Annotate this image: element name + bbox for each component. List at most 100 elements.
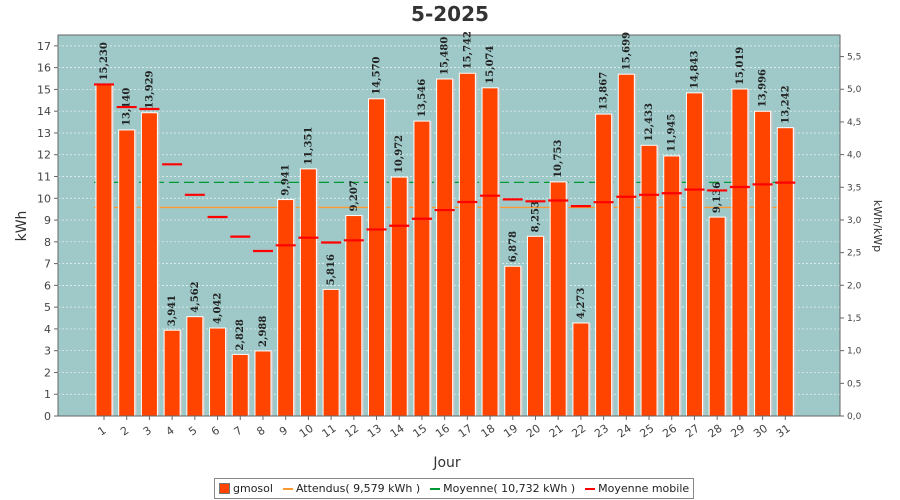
bar-value-label: 13,867 <box>599 72 610 110</box>
x-tick-label: 7 <box>232 424 245 439</box>
bar <box>413 120 431 417</box>
x-tick-label: 30 <box>751 422 770 441</box>
bar <box>277 199 295 417</box>
bar-value-label: 2,988 <box>258 316 269 347</box>
x-tick-label: 17 <box>456 422 475 441</box>
x-tick-label: 14 <box>388 422 407 441</box>
x-tick-label: 21 <box>547 422 566 441</box>
bar-value-label: 3,941 <box>167 295 178 326</box>
y2-tick-label: 5,5 <box>847 53 861 63</box>
bar <box>572 322 590 417</box>
bar <box>231 353 249 417</box>
x-tick-label: 4 <box>164 424 177 439</box>
x-tick-label: 25 <box>638 422 657 441</box>
bar-value-label: 10,753 <box>553 140 564 178</box>
y-tick-label: 17 <box>37 40 51 53</box>
legend-swatch-gmosol <box>219 483 230 494</box>
y2-tick-label: 2,5 <box>847 249 861 259</box>
bar-value-label: 15,074 <box>485 46 496 84</box>
y-tick-label: 6 <box>44 279 51 292</box>
legend-item-gmosol: gmosol <box>219 482 273 495</box>
x-tick-label: 13 <box>365 422 384 441</box>
bar-value-label: 11,351 <box>303 127 314 165</box>
bar <box>640 144 658 417</box>
y2-tick-label: 4,5 <box>847 118 861 128</box>
bar <box>390 176 408 417</box>
legend-item-attendus: Attendus( 9,579 kWh ) <box>282 482 421 495</box>
x-tick-label: 1 <box>95 424 108 439</box>
bar-value-label: 14,843 <box>689 51 700 89</box>
bar-value-label: 9,207 <box>349 180 360 211</box>
x-tick-label: 3 <box>141 424 154 439</box>
y2-tick-label: 3,5 <box>847 183 861 193</box>
bar <box>708 216 726 417</box>
y-tick-label: 10 <box>37 192 51 205</box>
y-tick-label: 1 <box>44 388 51 401</box>
x-tick-label: 2 <box>118 424 131 439</box>
bar-value-label: 8,253 <box>530 201 541 232</box>
bar <box>345 215 363 417</box>
y-tick-label: 14 <box>37 105 51 118</box>
y-tick-label: 8 <box>44 236 51 249</box>
bar-value-label: 15,230 <box>99 42 110 80</box>
bar-value-label: 4,273 <box>576 288 587 319</box>
x-tick-label: 16 <box>433 422 452 441</box>
legend-swatch-moyenne-mobile <box>585 487 596 490</box>
legend-label: Moyenne mobile <box>598 482 690 495</box>
legend-label: Attendus( 9,579 kWh ) <box>295 482 421 495</box>
x-axis-label: Jour <box>432 455 461 471</box>
y-tick-label: 13 <box>37 127 51 140</box>
y2-tick-label: 5,0 <box>847 85 862 95</box>
bar-value-label: 4,562 <box>190 281 201 312</box>
legend-label: gmosol <box>233 482 273 495</box>
y-tick-label: 4 <box>44 323 51 336</box>
x-tick-label: 5 <box>186 424 199 439</box>
bar <box>685 92 703 417</box>
x-tick-label: 10 <box>297 422 316 441</box>
chart-title: 5-2025 <box>411 2 489 26</box>
y-axis-label: kWh <box>14 211 30 242</box>
x-tick-label: 9 <box>277 424 290 439</box>
y-tick-label: 0 <box>44 410 51 423</box>
x-tick-label: 31 <box>774 422 793 441</box>
bar-value-label: 10,972 <box>394 135 405 173</box>
y2-tick-label: 1,5 <box>847 314 861 324</box>
x-tick-label: 29 <box>728 422 747 441</box>
x-tick-label: 24 <box>615 422 634 441</box>
x-tick-label: 22 <box>569 422 588 441</box>
x-tick-label: 12 <box>342 422 361 441</box>
x-tick-label: 15 <box>410 422 429 441</box>
bar <box>595 113 613 417</box>
bar <box>754 110 772 417</box>
y-tick-label: 9 <box>44 214 51 227</box>
y2-axis-label: kWh/kWp <box>871 200 884 252</box>
bar <box>95 83 113 417</box>
bar-value-label: 15,480 <box>440 37 451 75</box>
y-tick-label: 2 <box>44 366 51 379</box>
y-tick-label: 5 <box>44 301 51 314</box>
bar-value-label: 13,242 <box>780 85 791 123</box>
bar <box>254 350 272 417</box>
bar <box>186 316 204 417</box>
x-tick-label: 28 <box>706 422 725 441</box>
x-tick-label: 8 <box>254 424 267 439</box>
bar-value-label: 9,136 <box>712 182 723 213</box>
bar <box>526 235 544 417</box>
x-tick-label: 23 <box>592 422 611 441</box>
legend-item-moyenne: Moyenne( 10,732 kWh ) <box>430 482 575 495</box>
bar-value-label: 11,945 <box>667 114 678 152</box>
y-tick-label: 16 <box>37 62 51 75</box>
bar <box>322 288 340 417</box>
y2-tick-label: 4,0 <box>847 151 862 161</box>
bar-value-label: 15,019 <box>735 47 746 85</box>
bar <box>731 88 749 417</box>
bar-value-label: 15,699 <box>621 32 632 70</box>
y-tick-label: 7 <box>44 258 51 271</box>
legend: gmosol Attendus( 9,579 kWh ) Moyenne( 10… <box>214 478 695 499</box>
legend-swatch-moyenne <box>430 487 441 490</box>
y2-tick-label: 0,0 <box>847 412 862 422</box>
bar <box>436 78 454 417</box>
bar-value-label: 15,742 <box>462 31 473 69</box>
bar <box>549 181 567 417</box>
y-tick-label: 15 <box>37 83 51 96</box>
